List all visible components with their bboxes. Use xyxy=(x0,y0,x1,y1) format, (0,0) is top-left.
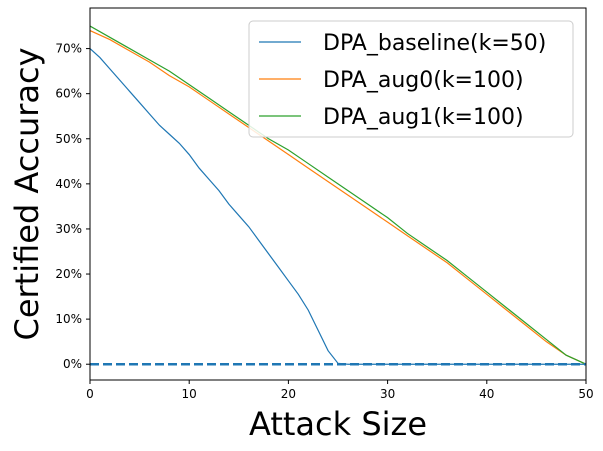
series-line-1 xyxy=(90,48,586,365)
x-tick-label: 0 xyxy=(86,387,94,401)
y-tick-label: 10% xyxy=(55,312,82,326)
x-axis-title: Attack Size xyxy=(249,405,427,443)
y-tick-label: 0% xyxy=(63,357,82,371)
y-axis-title: Certified Accuracy xyxy=(8,47,46,340)
y-tick-label: 40% xyxy=(55,177,82,191)
x-tick-label: 20 xyxy=(281,387,296,401)
x-tick-label: 10 xyxy=(182,387,197,401)
y-tick-label: 60% xyxy=(55,87,82,101)
x-tick-label: 50 xyxy=(578,387,593,401)
legend-label: DPA_aug0(k=100) xyxy=(323,68,524,93)
legend-box xyxy=(248,20,574,138)
x-tick-label: 40 xyxy=(479,387,494,401)
legend-label: DPA_aug1(k=100) xyxy=(323,105,524,130)
x-tick-label: 30 xyxy=(380,387,395,401)
y-axis-ticks: 0% 10% 20% 30% 40% 50% 60% 70% xyxy=(55,42,90,371)
y-tick-label: 20% xyxy=(55,267,82,281)
y-tick-label: 50% xyxy=(55,132,82,146)
x-axis-ticks: 0 10 20 30 40 50 xyxy=(86,380,594,401)
legend: DPA_baseline(k=50) DPA_aug0(k=100) DPA_aug… xyxy=(248,20,574,138)
series-layer xyxy=(90,25,586,365)
y-tick-label: 70% xyxy=(55,42,82,56)
legend-label: DPA_baseline(k=50) xyxy=(323,31,546,56)
plot-frame xyxy=(89,7,587,381)
series-line-3 xyxy=(90,25,586,365)
y-tick-label: 30% xyxy=(55,222,82,236)
series-line-2 xyxy=(90,30,586,365)
